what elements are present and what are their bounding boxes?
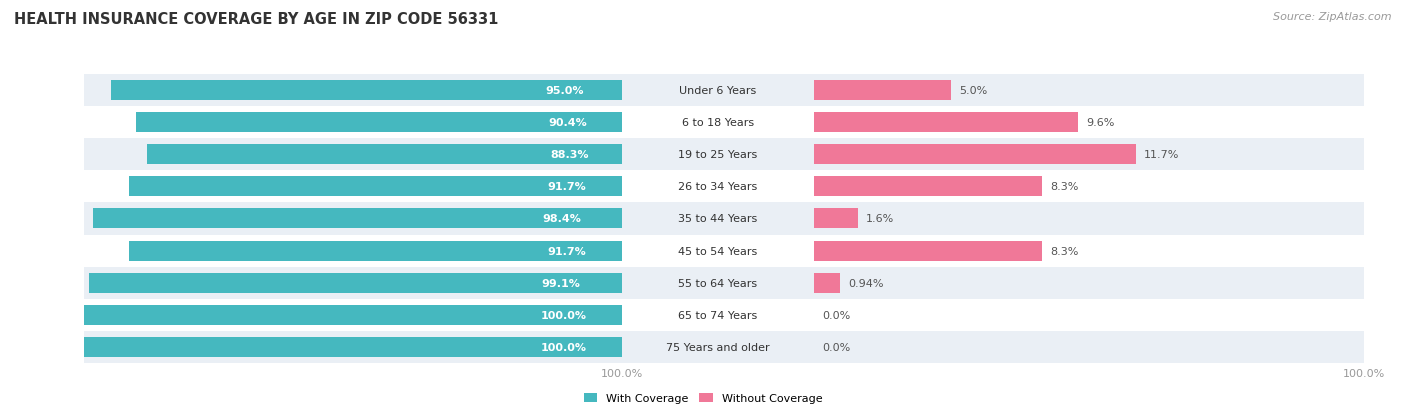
Bar	[84, 305, 621, 325]
Bar	[814, 139, 1364, 171]
Bar	[129, 241, 621, 261]
Text: 98.4%: 98.4%	[543, 214, 581, 224]
Bar	[621, 107, 814, 139]
Bar	[84, 139, 621, 171]
Text: 99.1%: 99.1%	[541, 278, 581, 288]
Bar	[129, 177, 621, 197]
Bar	[621, 139, 814, 171]
Text: 8.3%: 8.3%	[1050, 246, 1078, 256]
Bar	[89, 273, 621, 293]
Bar	[136, 113, 621, 133]
Text: 95.0%: 95.0%	[546, 85, 583, 95]
Bar	[84, 299, 621, 331]
Text: 45 to 54 Years: 45 to 54 Years	[678, 246, 758, 256]
Bar	[814, 74, 1364, 107]
Bar	[621, 331, 814, 363]
Bar	[84, 203, 621, 235]
Bar	[621, 299, 814, 331]
Text: 9.6%: 9.6%	[1085, 118, 1115, 128]
Bar	[814, 113, 1078, 133]
Bar	[814, 241, 1042, 261]
Bar	[84, 337, 621, 357]
Bar	[814, 171, 1364, 203]
Text: 6 to 18 Years: 6 to 18 Years	[682, 118, 754, 128]
Bar	[84, 107, 621, 139]
Text: 0.0%: 0.0%	[823, 310, 851, 320]
Bar	[814, 267, 1364, 299]
Bar	[814, 235, 1364, 267]
Bar	[814, 107, 1364, 139]
Bar	[621, 74, 814, 107]
Text: 88.3%: 88.3%	[551, 150, 589, 160]
Bar	[621, 171, 814, 203]
Bar	[814, 81, 952, 100]
Bar	[814, 331, 1364, 363]
Text: 0.0%: 0.0%	[823, 342, 851, 352]
Bar	[621, 235, 814, 267]
Text: HEALTH INSURANCE COVERAGE BY AGE IN ZIP CODE 56331: HEALTH INSURANCE COVERAGE BY AGE IN ZIP …	[14, 12, 499, 27]
Text: 11.7%: 11.7%	[1143, 150, 1180, 160]
Text: 91.7%: 91.7%	[548, 246, 586, 256]
Text: 100.0%: 100.0%	[541, 342, 588, 352]
Text: 26 to 34 Years: 26 to 34 Years	[678, 182, 758, 192]
Bar	[84, 331, 621, 363]
Text: 55 to 64 Years: 55 to 64 Years	[678, 278, 758, 288]
Text: 100.0%: 100.0%	[541, 310, 588, 320]
Bar	[814, 145, 1136, 165]
Bar	[621, 267, 814, 299]
Text: 19 to 25 Years: 19 to 25 Years	[678, 150, 758, 160]
Bar	[814, 273, 839, 293]
Text: 90.4%: 90.4%	[548, 118, 588, 128]
Bar	[814, 177, 1042, 197]
Bar	[84, 74, 621, 107]
Bar	[814, 203, 1364, 235]
Text: 91.7%: 91.7%	[548, 182, 586, 192]
Text: 8.3%: 8.3%	[1050, 182, 1078, 192]
Text: 0.94%: 0.94%	[848, 278, 883, 288]
Text: 1.6%: 1.6%	[866, 214, 894, 224]
Text: 75 Years and older: 75 Years and older	[666, 342, 769, 352]
Text: 5.0%: 5.0%	[959, 85, 987, 95]
Text: Under 6 Years: Under 6 Years	[679, 85, 756, 95]
Bar	[621, 203, 814, 235]
Text: 35 to 44 Years: 35 to 44 Years	[678, 214, 758, 224]
Bar	[93, 209, 621, 229]
Bar	[84, 235, 621, 267]
Bar	[84, 171, 621, 203]
Text: 65 to 74 Years: 65 to 74 Years	[678, 310, 758, 320]
Bar	[814, 209, 858, 229]
Bar	[148, 145, 621, 165]
Bar	[814, 299, 1364, 331]
Bar	[84, 267, 621, 299]
Legend: With Coverage, Without Coverage: With Coverage, Without Coverage	[579, 388, 827, 408]
Bar	[111, 81, 621, 100]
Text: Source: ZipAtlas.com: Source: ZipAtlas.com	[1274, 12, 1392, 22]
